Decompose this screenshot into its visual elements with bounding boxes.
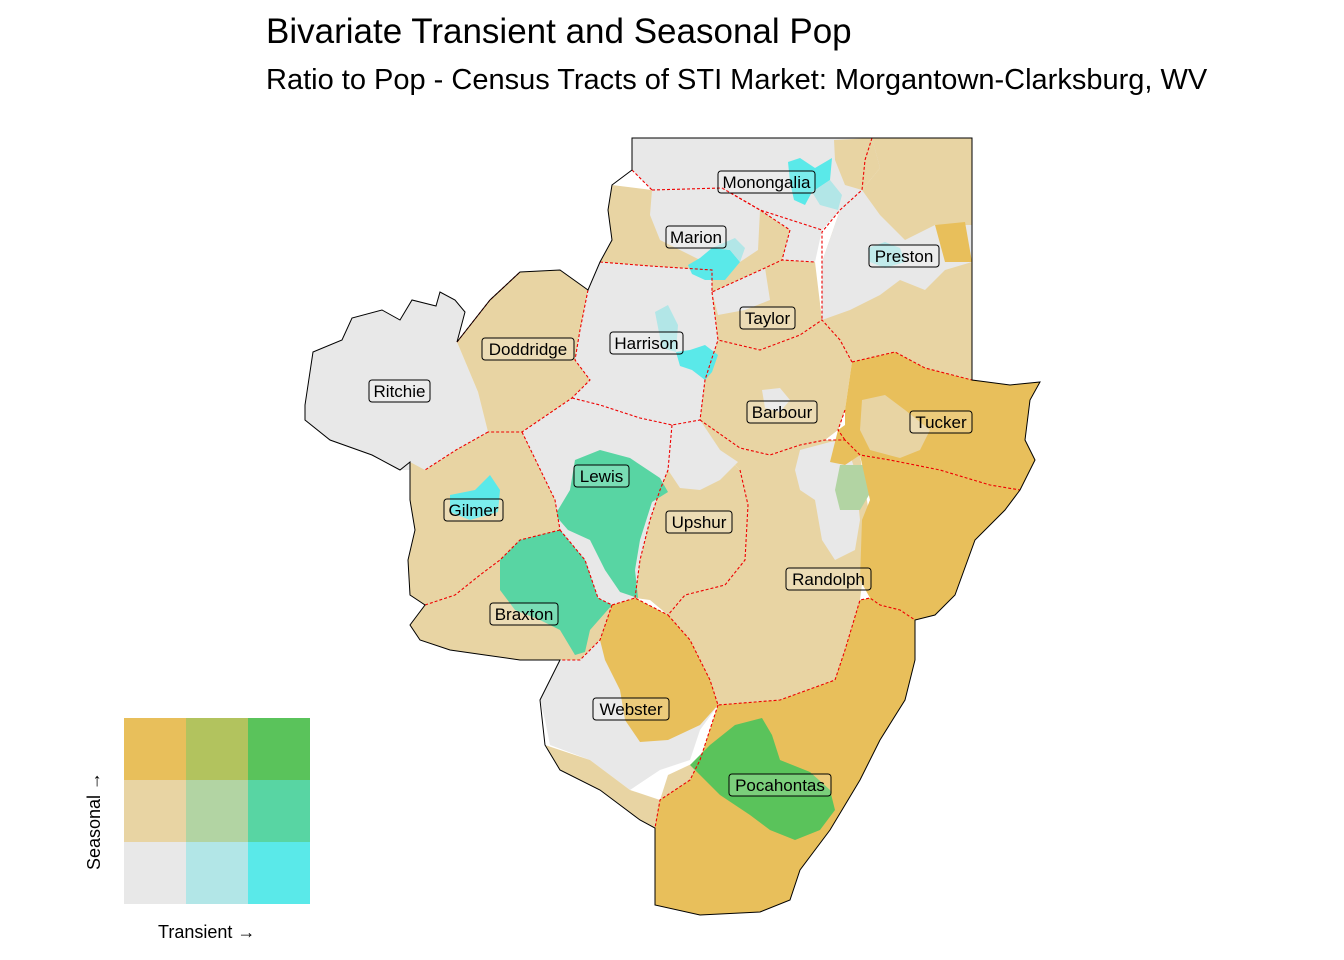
tract-region-randolph-mid-high[interactable]: [830, 420, 862, 465]
tract-region-randolph-mid[interactable]: [835, 465, 872, 510]
county-labels: Monongalia Marion Preston Taylor Doddrid…: [368, 170, 973, 797]
tract-region-pocahontas[interactable]: [655, 598, 915, 915]
tract-region-taylor-low[interactable]: [712, 268, 770, 315]
county-label-monongalia[interactable]: Monongalia: [717, 170, 816, 194]
svg-text:Braxton: Braxton: [495, 605, 554, 624]
svg-text:Barbour: Barbour: [752, 403, 813, 422]
county-label-braxton[interactable]: Braxton: [489, 602, 559, 626]
county-label-upshur[interactable]: Upshur: [665, 510, 733, 534]
tract-region-harrison-transient-light[interactable]: [655, 305, 678, 352]
county-label-ritchie[interactable]: Ritchie: [368, 379, 431, 403]
tract-region-marion-transient[interactable]: [688, 248, 740, 280]
tract-region-marion-transient-light[interactable]: [712, 238, 745, 262]
svg-text:Doddridge: Doddridge: [489, 340, 567, 359]
svg-text:Webster: Webster: [600, 700, 663, 719]
svg-text:Randolph: Randolph: [792, 570, 865, 589]
county-label-lewis[interactable]: Lewis: [573, 464, 630, 488]
svg-text:Preston: Preston: [875, 247, 934, 266]
legend-cell-high-seasonal-high-transient: [248, 718, 310, 780]
legend-cell-mid-seasonal-mid-transient: [186, 780, 248, 842]
tract-region-monongalia-transient-light[interactable]: [812, 180, 842, 210]
map-title: Bivariate Transient and Seasonal Pop: [266, 12, 852, 51]
county-label-pocahontas[interactable]: Pocahontas: [728, 773, 832, 797]
svg-text:Gilmer: Gilmer: [448, 501, 498, 520]
tract-region-barbour-light[interactable]: [762, 388, 790, 412]
legend-cell-mid-seasonal-high-transient: [248, 780, 310, 842]
svg-text:Taylor: Taylor: [745, 309, 791, 328]
legend-cell-high-seasonal-mid-transient: [186, 718, 248, 780]
tract-region-pocahontas-high-high[interactable]: [690, 718, 835, 840]
county-label-doddridge[interactable]: Doddridge: [481, 337, 575, 361]
tract-region-braxton-high-transient[interactable]: [500, 530, 612, 655]
tract-region-gilmer[interactable]: [408, 432, 560, 605]
svg-text:Harrison: Harrison: [614, 334, 678, 353]
tract-region-randolph-east-high[interactable]: [860, 455, 1020, 620]
tract-region-harrison[interactable]: [572, 262, 718, 425]
tract-region-tucker-seasonal[interactable]: [860, 395, 930, 458]
svg-text:Ritchie: Ritchie: [374, 382, 426, 401]
county-label-randolph[interactable]: Randolph: [785, 567, 872, 591]
county-label-barbour[interactable]: Barbour: [746, 400, 818, 424]
legend-cell-low-seasonal-mid-transient: [186, 842, 248, 904]
legend-cell-mid-seasonal-low-transient: [124, 780, 186, 842]
legend-cell-low-seasonal-high-transient: [248, 842, 310, 904]
legend-y-axis-label: Seasonal →: [84, 771, 104, 870]
svg-text:Tucker: Tucker: [915, 413, 967, 432]
tract-region-webster-high-seasonal[interactable]: [600, 598, 718, 742]
county-label-taylor[interactable]: Taylor: [739, 306, 796, 330]
county-label-harrison[interactable]: Harrison: [609, 331, 684, 355]
legend-x-axis-label: Transient →: [158, 922, 256, 942]
county-label-preston[interactable]: Preston: [868, 244, 940, 268]
county-borders: [424, 137, 1021, 829]
tract-region-monongalia-seasonal[interactable]: [834, 138, 880, 190]
legend-cell-high-seasonal-low-transient: [124, 718, 186, 780]
legend-cell-low-seasonal-low-transient: [124, 842, 186, 904]
svg-text:Monongalia: Monongalia: [723, 173, 811, 192]
county-label-marion[interactable]: Marion: [665, 225, 727, 249]
svg-text:Marion: Marion: [670, 228, 722, 247]
tract-region-preston-high-seasonal[interactable]: [935, 222, 972, 262]
tract-region-barbour[interactable]: [700, 320, 852, 455]
svg-text:Lewis: Lewis: [580, 467, 623, 486]
svg-text:Pocahontas: Pocahontas: [735, 776, 825, 795]
tract-region-upshur-low[interactable]: [668, 420, 738, 490]
county-label-webster[interactable]: Webster: [592, 697, 670, 721]
tract-region-ritchie[interactable]: [305, 292, 488, 470]
svg-text:Upshur: Upshur: [672, 513, 727, 532]
tract-region-gilmer-transient[interactable]: [450, 475, 500, 520]
map-subtitle: Ratio to Pop - Census Tracts of STI Mark…: [266, 64, 1208, 96]
market-outline: [304, 137, 1041, 916]
tract-region-preston-transient-light[interactable]: [868, 242, 905, 268]
tract-region-doddridge[interactable]: [457, 270, 590, 432]
county-label-tucker[interactable]: Tucker: [909, 410, 973, 434]
county-label-gilmer[interactable]: Gilmer: [443, 498, 504, 522]
